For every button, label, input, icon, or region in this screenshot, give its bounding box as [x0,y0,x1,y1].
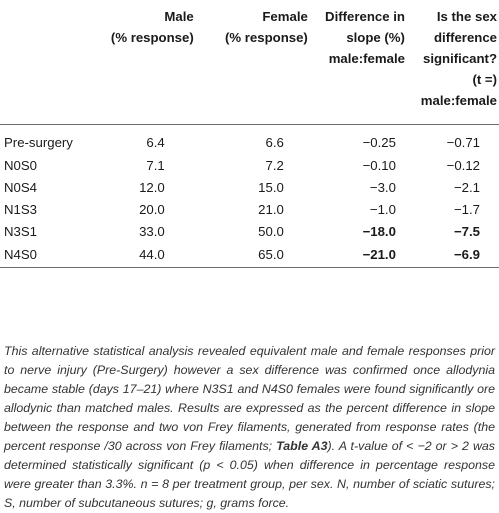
table-row: N0S4 12.0 15.0 −3.0 −2.1 [0,177,499,199]
cell-significance: −0.12 [446,158,480,173]
cell-male: 20.0 [139,202,165,217]
header-row: Male (% response) Female (% response) Di… [0,0,499,124]
header-female-line-2: (% response) [225,30,308,45]
cell-significance: −1.7 [453,202,480,217]
table-row: N0S0 7.1 7.2 −0.10 −0.12 [0,155,499,177]
table-row: N1S3 20.0 21.0 −1.0 −1.7 [0,199,499,221]
row-label: Pre-surgery [4,134,73,150]
header-significance-line-1: Is the sex [436,9,497,24]
cell-significance: −6.9 [453,246,480,262]
header-female: Female (% response) [196,0,310,124]
cell-male: 44.0 [139,246,165,262]
header-significance-line-3: significant? [423,51,497,66]
cell-female: 6.6 [265,134,284,150]
header-significance-line-4: (t =) [472,72,497,87]
row-label: N1S3 [4,202,37,217]
cell-difference: −21.0 [362,246,396,262]
header-male-line-1: Male [164,9,194,24]
cell-male: 12.0 [139,180,165,195]
table-body: Pre-surgery 6.4 6.6 −0.25 −0.71 N0S0 7.1… [0,124,499,267]
cell-male: 33.0 [139,224,165,239]
caption-text-2: ). A t-value of < −2 or > 2 was determin… [4,439,495,510]
header-male: Male (% response) [84,0,195,124]
table-caption: This alternative statistical analysis re… [4,342,495,513]
row-label: N3S1 [4,224,37,239]
cell-significance: −0.71 [446,134,480,150]
header-significance-line-5: male:female [420,93,497,108]
table-header: Male (% response) Female (% response) Di… [0,0,499,124]
cell-significance: −7.5 [453,224,480,239]
table-row: Pre-surgery 6.4 6.6 −0.25 −0.71 [0,124,499,155]
header-male-line-2: (% response) [110,30,194,45]
table-row: N4S0 44.0 65.0 −21.0 −6.9 [0,243,499,267]
cell-female: 21.0 [258,202,284,217]
row-label: N0S0 [4,158,37,173]
header-difference-line-3: male:female [328,51,405,66]
caption-table-reference[interactable]: Table A3 [276,439,328,453]
cell-female: 50.0 [258,224,284,239]
cell-difference: −0.25 [362,134,396,150]
cell-difference: −0.10 [362,158,396,173]
cell-female: 7.2 [265,158,284,173]
header-difference: Difference in slope (%) male:female [310,0,411,124]
header-difference-line-1: Difference in [325,9,405,24]
cell-male: 6.4 [146,134,165,150]
header-row-label [0,0,84,124]
cell-difference: −18.0 [362,224,396,239]
header-female-line-1: Female [262,9,308,24]
table-row: N3S1 33.0 50.0 −18.0 −7.5 [0,221,499,243]
results-table: Male (% response) Female (% response) Di… [0,0,499,267]
header-difference-line-2: slope (%) [346,30,405,45]
cell-female: 65.0 [258,246,284,262]
row-label: N0S4 [4,180,37,195]
header-significance-line-2: difference [433,30,497,45]
header-significance: Is the sex difference significant? (t =)… [411,0,499,124]
cell-male: 7.1 [146,158,165,173]
row-label: N4S0 [4,246,37,262]
caption-text-1: This alternative statistical analysis re… [4,344,495,453]
cell-significance: −2.1 [453,180,480,195]
cell-female: 15.0 [258,180,284,195]
cell-difference: −1.0 [369,202,396,217]
cell-difference: −3.0 [369,180,396,195]
